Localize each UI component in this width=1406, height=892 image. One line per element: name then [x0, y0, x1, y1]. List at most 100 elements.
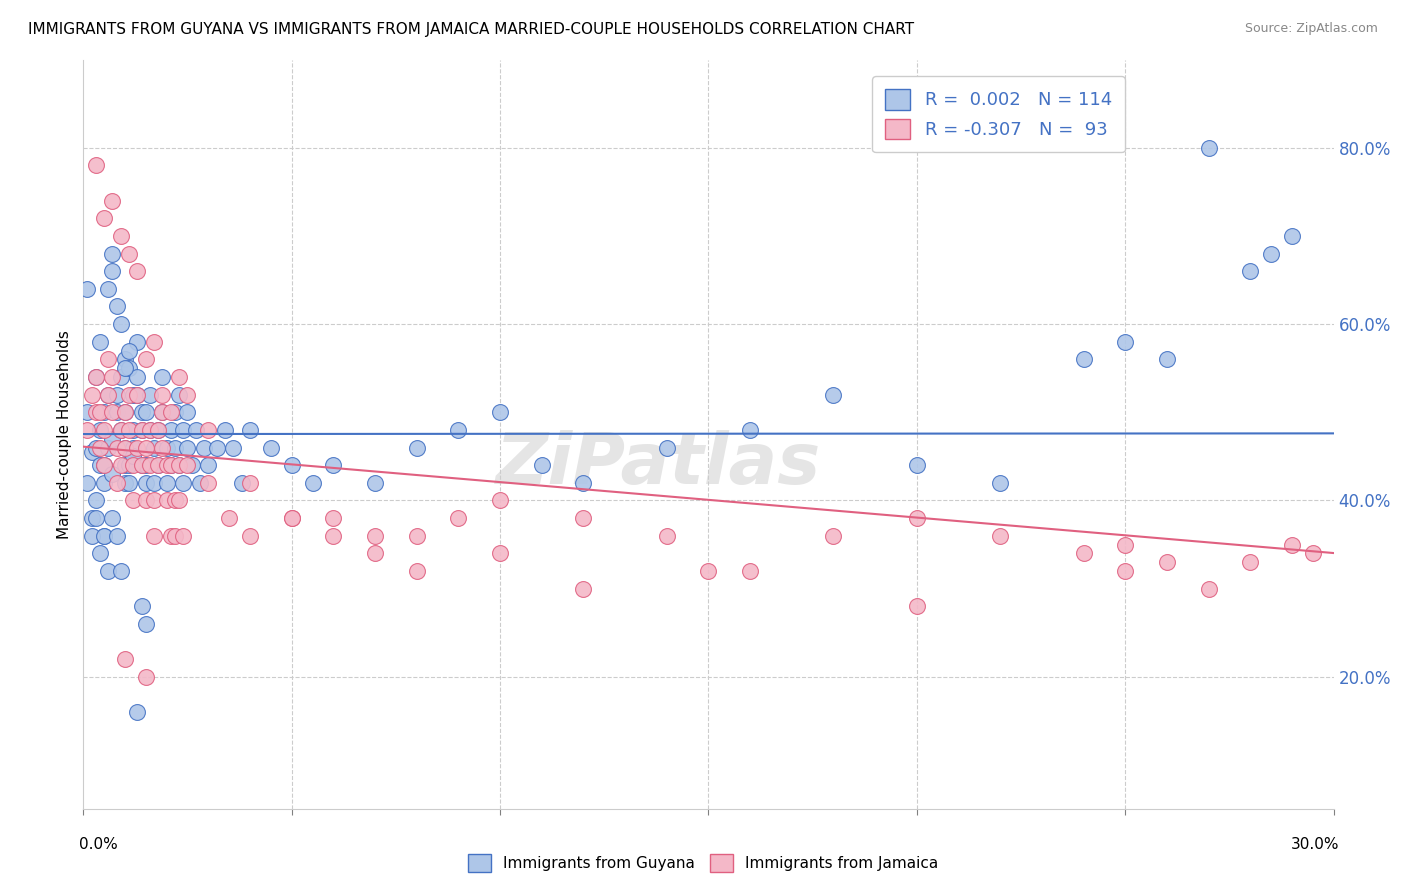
Point — [135, 458, 157, 472]
Point — [905, 511, 928, 525]
Point — [89, 458, 111, 472]
Point — [80, 387, 103, 401]
Point — [114, 652, 136, 666]
Point — [84, 370, 107, 384]
Point — [280, 511, 302, 525]
Point — [93, 405, 115, 419]
Point — [176, 405, 198, 419]
Point — [1239, 555, 1261, 569]
Point — [172, 475, 194, 490]
Point — [988, 475, 1011, 490]
Point — [101, 467, 124, 481]
Point — [205, 441, 228, 455]
Point — [135, 352, 157, 367]
Point — [135, 405, 157, 419]
Point — [105, 475, 128, 490]
Point — [135, 670, 157, 684]
Point — [572, 511, 595, 525]
Point — [135, 493, 157, 508]
Point — [97, 352, 120, 367]
Point — [1281, 537, 1303, 551]
Point — [122, 450, 145, 464]
Point — [447, 423, 470, 437]
Point — [156, 441, 179, 455]
Legend: R =  0.002   N = 114, R = -0.307   N =  93: R = 0.002 N = 114, R = -0.307 N = 93 — [872, 76, 1125, 153]
Point — [188, 475, 211, 490]
Point — [80, 511, 103, 525]
Point — [93, 211, 115, 226]
Point — [1260, 246, 1282, 260]
Point — [905, 599, 928, 614]
Point — [152, 405, 174, 419]
Point — [97, 441, 120, 455]
Point — [101, 511, 124, 525]
Point — [143, 475, 166, 490]
Point — [122, 441, 145, 455]
Point — [80, 445, 103, 459]
Point — [218, 511, 240, 525]
Point — [122, 458, 145, 472]
Point — [1302, 546, 1324, 560]
Point — [1239, 264, 1261, 278]
Text: 30.0%: 30.0% — [1291, 837, 1339, 852]
Point — [364, 529, 387, 543]
Point — [1198, 141, 1220, 155]
Point — [239, 475, 262, 490]
Point — [114, 361, 136, 376]
Point — [159, 529, 181, 543]
Point — [97, 564, 120, 578]
Point — [152, 441, 174, 455]
Point — [176, 387, 198, 401]
Point — [572, 582, 595, 596]
Point — [110, 458, 132, 472]
Point — [110, 564, 132, 578]
Text: Source: ZipAtlas.com: Source: ZipAtlas.com — [1244, 22, 1378, 36]
Point — [127, 334, 149, 349]
Point — [1114, 334, 1136, 349]
Point — [135, 616, 157, 631]
Point — [1073, 352, 1095, 367]
Point — [530, 458, 553, 472]
Point — [76, 475, 98, 490]
Point — [152, 387, 174, 401]
Point — [97, 387, 120, 401]
Point — [76, 405, 98, 419]
Point — [114, 405, 136, 419]
Point — [139, 458, 162, 472]
Point — [118, 387, 141, 401]
Point — [105, 387, 128, 401]
Point — [122, 493, 145, 508]
Point — [105, 405, 128, 419]
Y-axis label: Married-couple Households: Married-couple Households — [58, 330, 72, 539]
Point — [163, 493, 186, 508]
Point — [152, 370, 174, 384]
Point — [148, 423, 170, 437]
Point — [118, 361, 141, 376]
Point — [159, 423, 181, 437]
Point — [322, 458, 344, 472]
Point — [740, 423, 762, 437]
Point — [97, 282, 120, 296]
Point — [118, 246, 141, 260]
Point — [167, 493, 190, 508]
Point — [172, 529, 194, 543]
Point — [159, 458, 181, 472]
Point — [988, 529, 1011, 543]
Point — [105, 441, 128, 455]
Point — [110, 370, 132, 384]
Point — [167, 370, 190, 384]
Point — [405, 441, 427, 455]
Point — [197, 423, 219, 437]
Point — [148, 458, 170, 472]
Point — [122, 423, 145, 437]
Point — [655, 529, 678, 543]
Point — [127, 387, 149, 401]
Point — [156, 475, 179, 490]
Point — [197, 475, 219, 490]
Point — [176, 441, 198, 455]
Point — [1156, 352, 1178, 367]
Point — [159, 458, 181, 472]
Point — [655, 441, 678, 455]
Point — [131, 423, 153, 437]
Point — [159, 405, 181, 419]
